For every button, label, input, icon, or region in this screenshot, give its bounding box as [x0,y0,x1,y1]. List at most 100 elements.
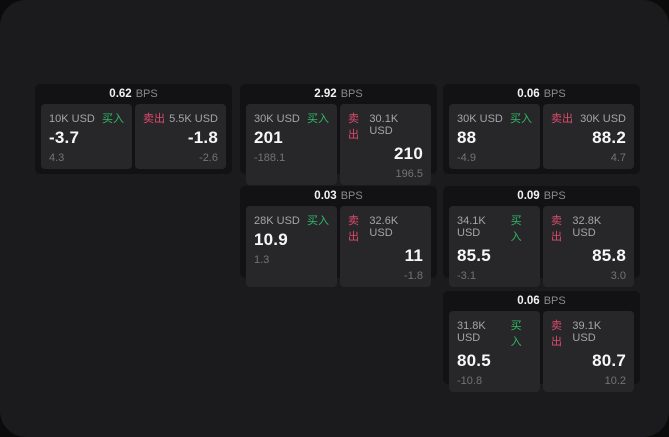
spread-unit: BPS [543,190,566,202]
sell-panel[interactable]: 卖出 30K USD 88.2 4.7 [543,104,634,169]
buy-panel[interactable]: 10K USD 买入 -3.7 4.3 [41,104,132,169]
spread-header: 2.92 BPS [240,84,437,104]
buy-change: -4.9 [457,151,476,164]
sell-panel[interactable]: 卖出 32.6K USD 11 -1.8 [340,206,431,287]
buy-panel[interactable]: 30K USD 买入 88 -4.9 [449,104,540,169]
quote-body: 28K USD 买入 10.9 1.3 卖出 32.6K USD 11 -1.8 [240,206,437,293]
spread-unit: BPS [340,88,363,100]
buy-price: 85.5 [457,246,491,265]
sell-change: 4.7 [610,151,626,164]
sell-price: 80.7 [592,351,626,370]
sell-action-label: 卖出 [551,113,573,125]
sell-change: 3.0 [610,269,626,282]
sell-change: -1.8 [404,269,423,282]
sell-price: 11 [404,246,423,265]
spread-header: 0.06 BPS [443,84,640,104]
spread-value: 0.06 [517,295,540,307]
sell-top-row: 卖出 30K USD [551,110,626,126]
sell-price: 88.2 [592,128,626,147]
spread-value: 0.03 [314,190,337,202]
buy-change: 4.3 [49,151,65,164]
buy-price: 80.5 [457,351,491,370]
buy-top-row: 10K USD 买入 [49,110,124,126]
buy-size: 10K USD [49,113,95,125]
buy-size: 30K USD [457,113,503,125]
quote-card: 0.06 BPS 31.8K USD 买入 80.5 -10.8 卖出 39.1… [443,291,640,392]
buy-panel[interactable]: 34.1K USD 买入 85.5 -3.1 [449,206,540,287]
buy-panel[interactable]: 28K USD 买入 10.9 1.3 [246,206,337,287]
quote-card: 0.62 BPS 10K USD 买入 -3.7 4.3 卖出 5.5K USD [35,84,232,174]
buy-size: 34.1K USD [457,215,486,239]
buy-change: 1.3 [254,253,270,266]
sell-size: 30.1K USD [369,113,399,137]
buy-change: -3.1 [457,269,476,282]
buy-size: 31.8K USD [457,320,486,344]
spread-header: 0.06 BPS [443,291,640,311]
sell-change: 10.2 [604,374,626,387]
sell-top-row: 卖出 5.5K USD [143,110,218,126]
buy-action-label: 买入 [510,320,522,348]
sell-action-label: 卖出 [143,113,165,125]
buy-top-row: 34.1K USD 买入 [457,212,532,244]
sell-price: -1.8 [187,128,218,147]
sell-size: 5.5K USD [169,113,218,125]
sell-panel[interactable]: 卖出 5.5K USD -1.8 -2.6 [135,104,226,169]
buy-panel[interactable]: 30K USD 买入 201 -188.1 [246,104,337,185]
buy-change: -188.1 [254,151,286,164]
quote-body: 30K USD 买入 201 -188.1 卖出 30.1K USD 210 1… [240,104,437,191]
quote-card: 2.92 BPS 30K USD 买入 201 -188.1 卖出 30.1K … [240,84,437,185]
buy-action-label: 买入 [510,215,522,243]
sell-panel[interactable]: 卖出 39.1K USD 80.7 10.2 [543,311,634,392]
quote-body: 31.8K USD 买入 80.5 -10.8 卖出 39.1K USD 80.… [443,311,640,398]
sell-top-row: 卖出 30.1K USD [348,110,423,142]
spread-value: 0.09 [517,190,540,202]
sell-action-label: 卖出 [348,215,359,243]
buy-panel[interactable]: 31.8K USD 买入 80.5 -10.8 [449,311,540,392]
buy-action-label: 买入 [102,113,124,125]
buy-action-label: 买入 [307,215,329,227]
sell-panel[interactable]: 卖出 30.1K USD 210 196.5 [340,104,431,185]
spread-header: 0.62 BPS [35,84,232,104]
buy-change: -10.8 [457,374,483,387]
buy-top-row: 31.8K USD 买入 [457,317,532,349]
quote-body: 10K USD 买入 -3.7 4.3 卖出 5.5K USD -1.8 -2.… [35,104,232,175]
sell-size: 30K USD [580,113,626,125]
spread-value: 2.92 [314,88,337,100]
spread-header: 0.03 BPS [240,186,437,206]
sell-action-label: 卖出 [551,215,562,243]
buy-top-row: 30K USD 买入 [457,110,532,126]
quote-body: 30K USD 买入 88 -4.9 卖出 30K USD 88.2 4.7 [443,104,640,175]
quote-card: 0.09 BPS 34.1K USD 买入 85.5 -3.1 卖出 32.8K… [443,186,640,287]
spread-unit: BPS [340,190,363,202]
spread-value: 0.06 [517,88,540,100]
sell-action-label: 卖出 [348,113,359,141]
sell-price: 210 [394,144,423,163]
sell-panel[interactable]: 卖出 32.8K USD 85.8 3.0 [543,206,634,287]
buy-size: 28K USD [254,215,300,227]
sell-top-row: 卖出 39.1K USD [551,317,626,349]
sell-action-label: 卖出 [551,320,562,348]
sell-size: 32.8K USD [572,215,602,239]
buy-price: 88 [457,128,477,147]
sell-change: -2.6 [199,151,218,164]
sell-size: 39.1K USD [572,320,602,344]
quote-body: 34.1K USD 买入 85.5 -3.1 卖出 32.8K USD 85.8… [443,206,640,293]
buy-action-label: 买入 [510,113,532,125]
spread-unit: BPS [543,295,566,307]
buy-price: 201 [254,128,283,147]
spread-unit: BPS [135,88,158,100]
quote-card: 0.06 BPS 30K USD 买入 88 -4.9 卖出 30K USD [443,84,640,174]
sell-change: 196.5 [395,167,423,180]
sell-size: 32.6K USD [369,215,399,239]
buy-top-row: 28K USD 买入 [254,212,329,228]
sell-top-row: 卖出 32.6K USD [348,212,423,244]
spread-value: 0.62 [109,88,132,100]
buy-price: -3.7 [49,128,80,147]
sell-price: 85.8 [592,246,626,265]
buy-size: 30K USD [254,113,300,125]
spread-unit: BPS [543,88,566,100]
buy-action-label: 买入 [307,113,329,125]
quote-card: 0.03 BPS 28K USD 买入 10.9 1.3 卖出 32.6K US… [240,186,437,287]
